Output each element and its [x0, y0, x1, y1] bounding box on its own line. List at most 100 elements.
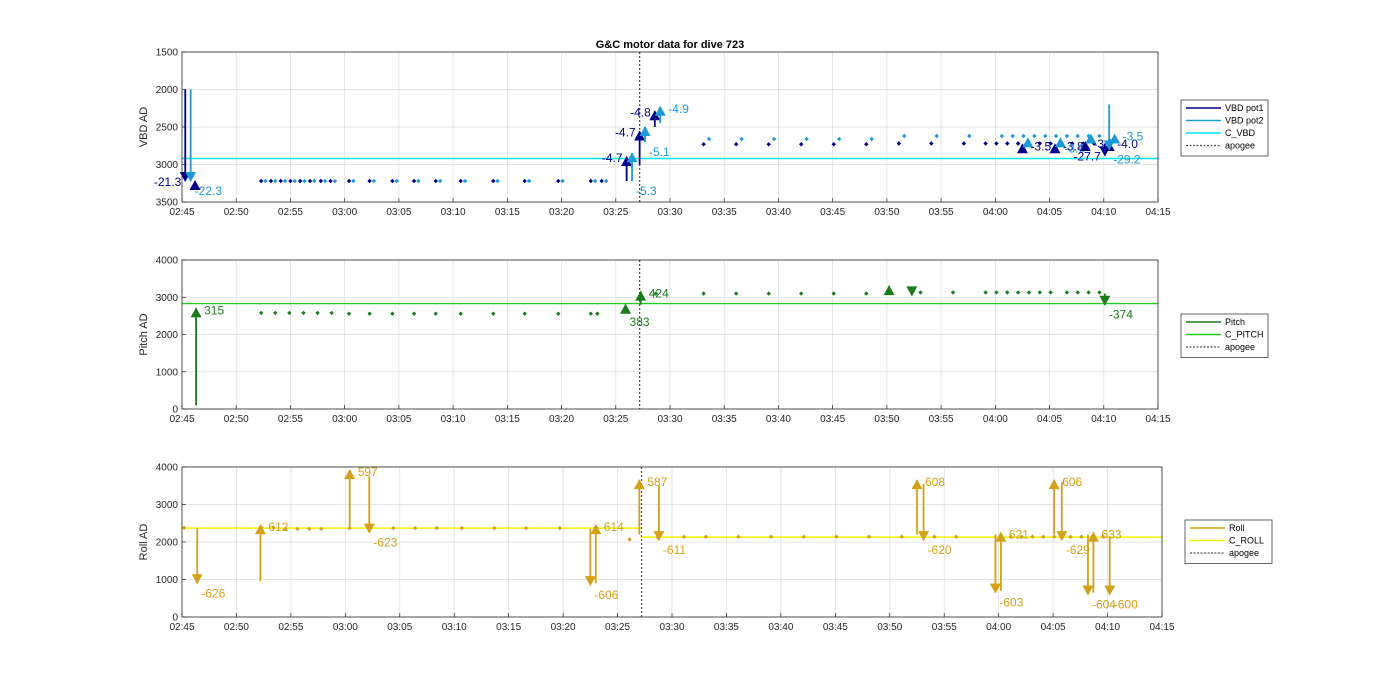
vbd-data-point — [346, 178, 352, 184]
pitch-data-point — [950, 290, 956, 295]
vbd-data-point — [896, 141, 902, 146]
vbd-data-point — [1048, 141, 1053, 146]
roll-x-tick-label: 03:55 — [932, 622, 957, 633]
vbd-x-tick-label: 04:10 — [1091, 207, 1116, 218]
roll-data-point — [1019, 534, 1024, 539]
roll-legend-entry: apogee — [1229, 548, 1259, 558]
pitch-x-tick-label: 03:20 — [549, 414, 574, 425]
pitch-data-point — [556, 311, 561, 316]
pitch-data-point — [1064, 290, 1070, 295]
vbd-y-tick-label: 3000 — [156, 160, 179, 171]
vbd-data-point — [799, 142, 804, 147]
vbd-data-point — [560, 178, 565, 184]
pitch-data-point — [315, 310, 320, 316]
roll-arrow-head — [1082, 585, 1094, 596]
roll-x-tick-label: 03:05 — [387, 622, 412, 633]
vbd-data-point — [462, 178, 468, 184]
vbd-data-point — [934, 133, 939, 139]
pitch-x-tick-label: 03:40 — [766, 414, 791, 425]
pitch-data-point — [273, 310, 278, 316]
vbd-data-point — [994, 141, 999, 146]
vbd-data-point — [961, 141, 967, 146]
pitch-x-tick-label: 02:50 — [224, 414, 249, 425]
vbd-data-point — [1021, 133, 1026, 139]
pitch-arrow-head — [1099, 295, 1111, 306]
roll-x-tick-label: 03:10 — [442, 622, 467, 633]
vbd-x-tick-label: 03:15 — [495, 207, 520, 218]
roll-x-tick-label: 04:00 — [986, 622, 1011, 633]
roll-data-point — [295, 526, 300, 532]
roll-x-tick-label: 03:45 — [823, 622, 848, 633]
roll-arrow-head — [633, 479, 645, 490]
pitch-y-tick-label: 2000 — [156, 330, 179, 341]
pitch-data-point — [1026, 290, 1032, 295]
vbd-y-tick-label: 1500 — [156, 48, 179, 59]
vbd-arrow-head — [1085, 133, 1097, 144]
vbd-arrow-head — [1103, 140, 1115, 151]
vbd-data-point — [869, 136, 874, 142]
pitch-arrow-head — [620, 303, 632, 314]
vbd-data-point — [258, 178, 264, 184]
roll-data-point — [834, 534, 839, 539]
pitch-x-tick-label: 03:35 — [712, 414, 737, 425]
vbd-arrow-label: -4.9 — [668, 102, 689, 116]
vbd-y-tick-label: 2500 — [156, 123, 179, 134]
pitch-data-point — [491, 311, 496, 316]
roll-arrow-label: -603 — [999, 596, 1023, 610]
roll-panel: 02:45 02:50 02:55 03:00 03:05 03:10 03:15 03:20… — [138, 463, 1273, 633]
pitch-panel: 02:45 02:50 02:55 03:00 03:05 03:10 03:15 03:20… — [138, 256, 1269, 425]
roll-x-tick-label: 03:30 — [659, 622, 684, 633]
roll-arrow-head — [363, 523, 375, 534]
roll-arrow-label: 597 — [358, 465, 378, 479]
vbd-arrow-label: -5.1 — [649, 145, 670, 159]
roll-data-point — [307, 526, 312, 532]
roll-y-axis-label: Roll AD — [138, 524, 150, 561]
vbd-data-point — [1005, 141, 1010, 146]
vbd-arrow-label: -3.5 — [1123, 130, 1144, 144]
roll-data-point — [283, 526, 288, 532]
roll-x-tick-label: 03:15 — [496, 622, 521, 633]
roll-data-point — [703, 534, 708, 539]
roll-arrow-head — [653, 531, 665, 542]
vbd-x-tick-label: 03:40 — [766, 207, 791, 218]
roll-data-point — [492, 525, 497, 531]
roll-axes-frame — [181, 466, 1163, 618]
vbd-data-point — [263, 178, 268, 184]
roll-data-point — [1052, 534, 1057, 539]
roll-data-point — [557, 525, 563, 531]
vbd-x-tick-label: 03:10 — [441, 207, 466, 218]
vbd-arrow-head — [1079, 141, 1091, 151]
vbd-data-point — [328, 178, 333, 184]
pitch-data-point — [367, 311, 372, 316]
roll-data-point — [736, 534, 741, 539]
roll-arrow-label: -600 — [1114, 598, 1138, 612]
vbd-x-tick-label: 03:35 — [712, 207, 737, 218]
vbd-data-point — [766, 142, 771, 147]
pitch-x-tick-label: 03:15 — [495, 414, 520, 425]
vbd-data-point — [556, 178, 561, 184]
pitch-data-point — [1086, 290, 1091, 295]
pitch-data-point — [258, 310, 264, 316]
pitch-data-point — [701, 291, 706, 296]
pitch-data-point — [1097, 290, 1102, 295]
pitch-data-point — [864, 291, 869, 296]
roll-data-point — [627, 537, 632, 542]
vbd-data-point — [1043, 133, 1048, 139]
pitch-x-tick-label: 03:25 — [603, 414, 628, 425]
vbd-data-point — [292, 178, 297, 184]
roll-arrow-head — [254, 524, 266, 535]
roll-arrow-label: -611 — [663, 543, 686, 557]
vbd-data-point — [273, 178, 278, 184]
pitch-data-point — [733, 291, 739, 296]
roll-data-point — [459, 525, 465, 531]
roll-arrow-head — [989, 583, 1001, 594]
pitch-y-tick-label: 1000 — [156, 367, 179, 378]
pitch-x-tick-label: 03:50 — [874, 414, 899, 425]
vbd-data-point — [268, 178, 274, 184]
pitch-legend-entry: apogee — [1225, 342, 1255, 352]
vbd-arrow-head — [621, 156, 633, 166]
pitch-x-tick-label: 02:55 — [278, 414, 303, 425]
vbd-axes-frame — [181, 51, 1159, 203]
vbd-arrow-label: -4.8 — [630, 105, 651, 119]
